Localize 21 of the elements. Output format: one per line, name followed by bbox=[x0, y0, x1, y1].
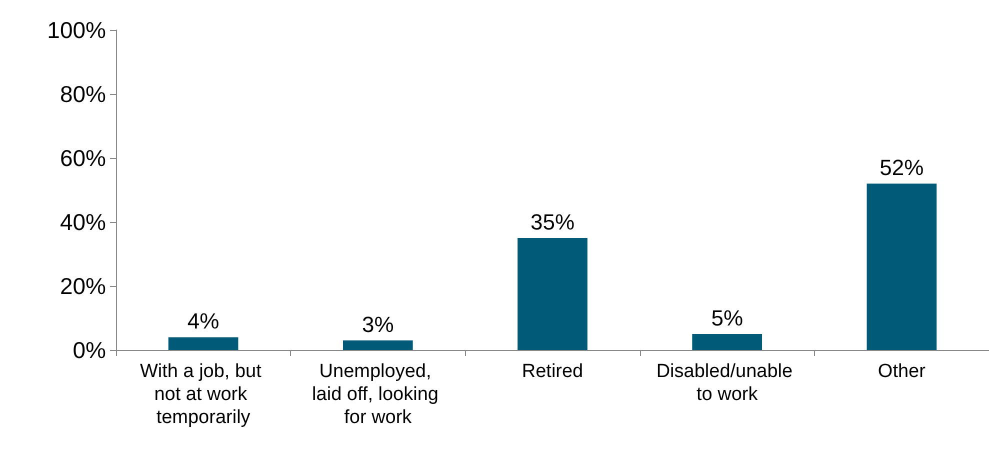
bar bbox=[168, 337, 238, 350]
y-tick-label: 0% bbox=[72, 337, 106, 363]
y-tick-label: 20% bbox=[60, 273, 106, 299]
y-tick-label: 80% bbox=[60, 81, 106, 107]
data-label: 5% bbox=[711, 306, 743, 330]
data-label: 3% bbox=[362, 312, 394, 337]
y-tick-label: 60% bbox=[60, 145, 106, 171]
x-tick-label: With a job, but not at work temporarily bbox=[140, 361, 267, 428]
bar bbox=[342, 340, 413, 350]
data-label: 52% bbox=[880, 155, 924, 180]
x-tick-label: Unemployed, laid off, looking for work bbox=[312, 361, 444, 428]
data-label: 4% bbox=[187, 308, 220, 334]
y-tick-label: 100% bbox=[47, 17, 106, 43]
bar bbox=[518, 238, 588, 350]
data-label: 35% bbox=[530, 210, 575, 234]
x-tick-label: Other bbox=[878, 361, 926, 382]
y-tick-label: 40% bbox=[60, 209, 106, 235]
bar bbox=[692, 334, 762, 350]
bar bbox=[866, 184, 937, 350]
x-tick-label: Disabled/unable to work bbox=[656, 361, 798, 405]
x-tick-label: Retired bbox=[522, 361, 584, 382]
